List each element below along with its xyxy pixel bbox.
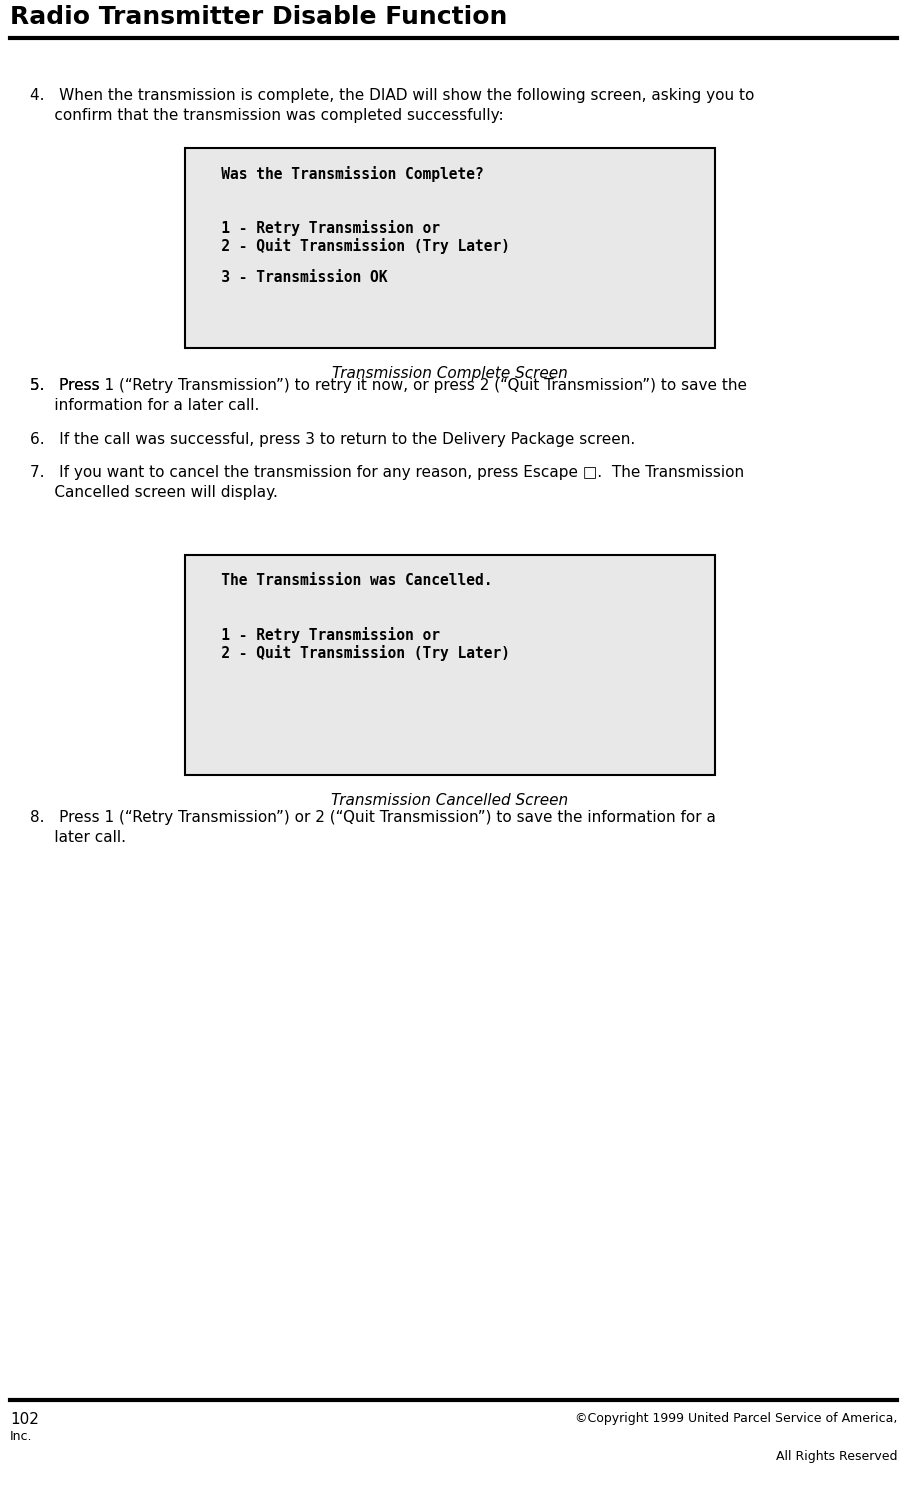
Text: 1 - Retry Transmission or: 1 - Retry Transmission or [195,627,440,643]
Text: later call.: later call. [30,830,126,844]
Text: 2 - Quit Transmission (Try Later): 2 - Quit Transmission (Try Later) [195,645,510,661]
Text: 5.   Press 1 (“Retry Transmission”) to retry it now, or press 2 (“Quit Transmiss: 5. Press 1 (“Retry Transmission”) to ret… [30,377,747,392]
FancyBboxPatch shape [185,148,715,348]
Text: Transmission Complete Screen: Transmission Complete Screen [332,366,568,380]
FancyBboxPatch shape [185,555,715,774]
Text: 8.   Press 1 (“Retry Transmission”) or 2 (“Quit Transmission”) to save the infor: 8. Press 1 (“Retry Transmission”) or 2 (… [30,810,716,825]
Text: 3 - Transmission OK: 3 - Transmission OK [195,270,387,285]
Text: Radio Transmitter Disable Function: Radio Transmitter Disable Function [10,4,507,28]
Text: Was the Transmission Complete?: Was the Transmission Complete? [195,166,483,182]
Text: 2 - Quit Transmission (Try Later): 2 - Quit Transmission (Try Later) [195,239,510,254]
Text: information for a later call.: information for a later call. [30,398,259,413]
Text: The Transmission was Cancelled.: The Transmission was Cancelled. [195,573,493,588]
Text: 6.   If the call was successful, press 3 to return to the Delivery Package scree: 6. If the call was successful, press 3 t… [30,433,635,448]
Text: 5.   Press: 5. Press [30,377,104,392]
Text: confirm that the transmission was completed successfully:: confirm that the transmission was comple… [30,107,503,122]
Text: 4.   When the transmission is complete, the DIAD will show the following screen,: 4. When the transmission is complete, th… [30,88,755,103]
Text: Inc.: Inc. [10,1429,33,1443]
Text: 7.   If you want to cancel the transmission for any reason, press Escape □.  The: 7. If you want to cancel the transmissio… [30,466,744,480]
Text: 102: 102 [10,1411,39,1426]
Text: Transmission Cancelled Screen: Transmission Cancelled Screen [331,794,569,809]
Text: ©Copyright 1999 United Parcel Service of America,: ©Copyright 1999 United Parcel Service of… [575,1411,897,1425]
Text: Cancelled screen will display.: Cancelled screen will display. [30,485,278,500]
Text: All Rights Reserved: All Rights Reserved [775,1450,897,1464]
Text: 1 - Retry Transmission or: 1 - Retry Transmission or [195,219,440,236]
